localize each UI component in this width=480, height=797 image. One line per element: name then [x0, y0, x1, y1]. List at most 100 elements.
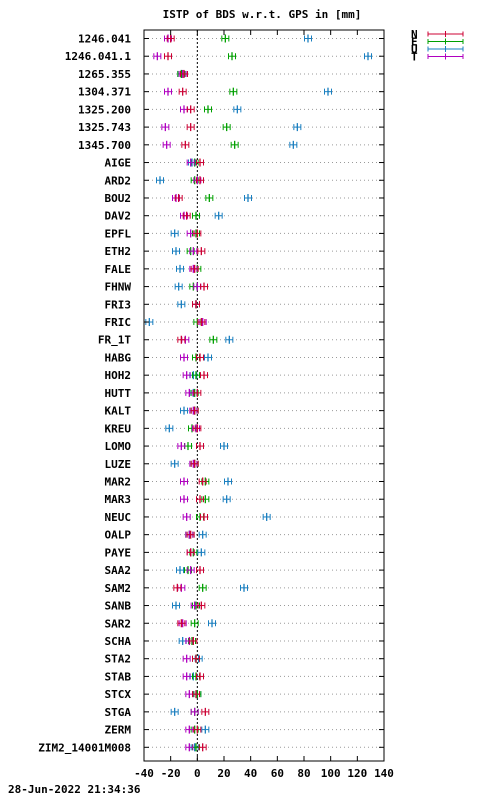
station-label: FRI3 [105, 298, 132, 311]
station-label: KALT [105, 405, 132, 418]
point-N [197, 247, 206, 256]
legend-label: N [411, 28, 418, 41]
station-label: 1246.041 [78, 33, 131, 46]
station-label: ARD2 [105, 174, 132, 187]
point-U [177, 300, 186, 309]
station-label: 1325.200 [78, 103, 131, 116]
point-U [176, 566, 184, 575]
point-T [185, 690, 194, 699]
point-U [174, 282, 183, 291]
point-T [182, 672, 191, 681]
point-T [162, 140, 171, 149]
point-U [156, 176, 164, 185]
point-E [190, 619, 199, 628]
station-label: LOMO [105, 440, 132, 453]
station-label: STAB [105, 670, 132, 683]
point-T [186, 566, 195, 575]
station-label: HABG [105, 351, 132, 364]
point-U [204, 353, 212, 362]
point-U [304, 34, 312, 43]
point-N [193, 388, 202, 397]
station-label: MAR3 [105, 493, 132, 506]
station-label: 1246.041.1 [65, 50, 132, 63]
point-N [166, 34, 175, 43]
station-label: SAM2 [105, 582, 132, 595]
point-N [196, 176, 204, 185]
x-tick-label: 100 [321, 767, 341, 780]
x-axis-ticks: -40 -20 0 20 40 60 80 100 120 140 [134, 30, 394, 780]
x-tick-label: 60 [271, 767, 284, 780]
station-label: SCHA [105, 635, 132, 648]
point-U [198, 530, 207, 539]
point-N [193, 229, 202, 238]
point-N [196, 672, 204, 681]
point-U [244, 193, 252, 202]
point-E [222, 123, 231, 132]
point-U [170, 229, 179, 238]
point-T [186, 158, 195, 167]
station-label: KREU [105, 422, 132, 435]
point-T [193, 282, 202, 291]
station-label: OALP [105, 529, 132, 542]
station-label: FALE [105, 263, 132, 276]
station-label: 1265.355 [78, 68, 131, 81]
station-labels: 1246.041 1246.041.1 1265.355 1304.371 1325.2… [38, 33, 384, 754]
point-U [178, 636, 187, 645]
point-T [180, 105, 188, 114]
point-N [197, 601, 206, 610]
station-label: NEUC [105, 511, 132, 524]
point-U [165, 424, 174, 433]
station-label: STCX [105, 688, 132, 701]
station-label: PAYE [105, 546, 132, 559]
point-E [209, 335, 218, 344]
point-T [189, 247, 198, 256]
point-U [225, 335, 234, 344]
point-U [364, 52, 372, 61]
x-tick-label: 20 [217, 767, 230, 780]
point-N [197, 318, 206, 327]
x-tick-label: 120 [347, 767, 367, 780]
point-U [172, 601, 180, 610]
point-N [177, 335, 186, 344]
station-label: 1304.371 [78, 86, 131, 99]
station-label: FR_1T [98, 334, 131, 347]
point-T [177, 442, 186, 451]
point-N [192, 300, 200, 309]
x-tick-label: -40 [134, 767, 154, 780]
data-marks [145, 34, 372, 752]
point-N [181, 140, 190, 149]
point-N [196, 566, 204, 575]
point-E [229, 87, 238, 96]
point-N [189, 636, 198, 645]
legend-label: E [411, 36, 418, 49]
point-N [201, 707, 210, 716]
point-E [192, 371, 200, 380]
point-N [193, 725, 202, 734]
station-label: LUZE [105, 458, 132, 471]
point-N [200, 282, 208, 291]
point-E [204, 105, 212, 114]
station-label: MAR2 [105, 476, 132, 489]
plot-border [143, 29, 385, 762]
point-U [233, 105, 242, 114]
point-T [186, 229, 195, 238]
point-N [198, 477, 207, 486]
station-label: ZERM [105, 724, 132, 737]
point-U [170, 459, 179, 468]
point-N [186, 548, 195, 557]
point-N [192, 654, 200, 663]
point-E [228, 52, 236, 61]
point-N [186, 105, 195, 114]
point-E [198, 583, 207, 592]
point-U [214, 211, 223, 220]
point-T [182, 512, 191, 521]
point-N [180, 69, 188, 78]
timestamp: 28-Jun-2022 21:34:36 [8, 783, 141, 796]
point-N [192, 690, 200, 699]
station-label: AIGE [105, 157, 132, 170]
point-N [190, 406, 199, 415]
point-U [220, 442, 228, 451]
point-U [262, 512, 271, 521]
